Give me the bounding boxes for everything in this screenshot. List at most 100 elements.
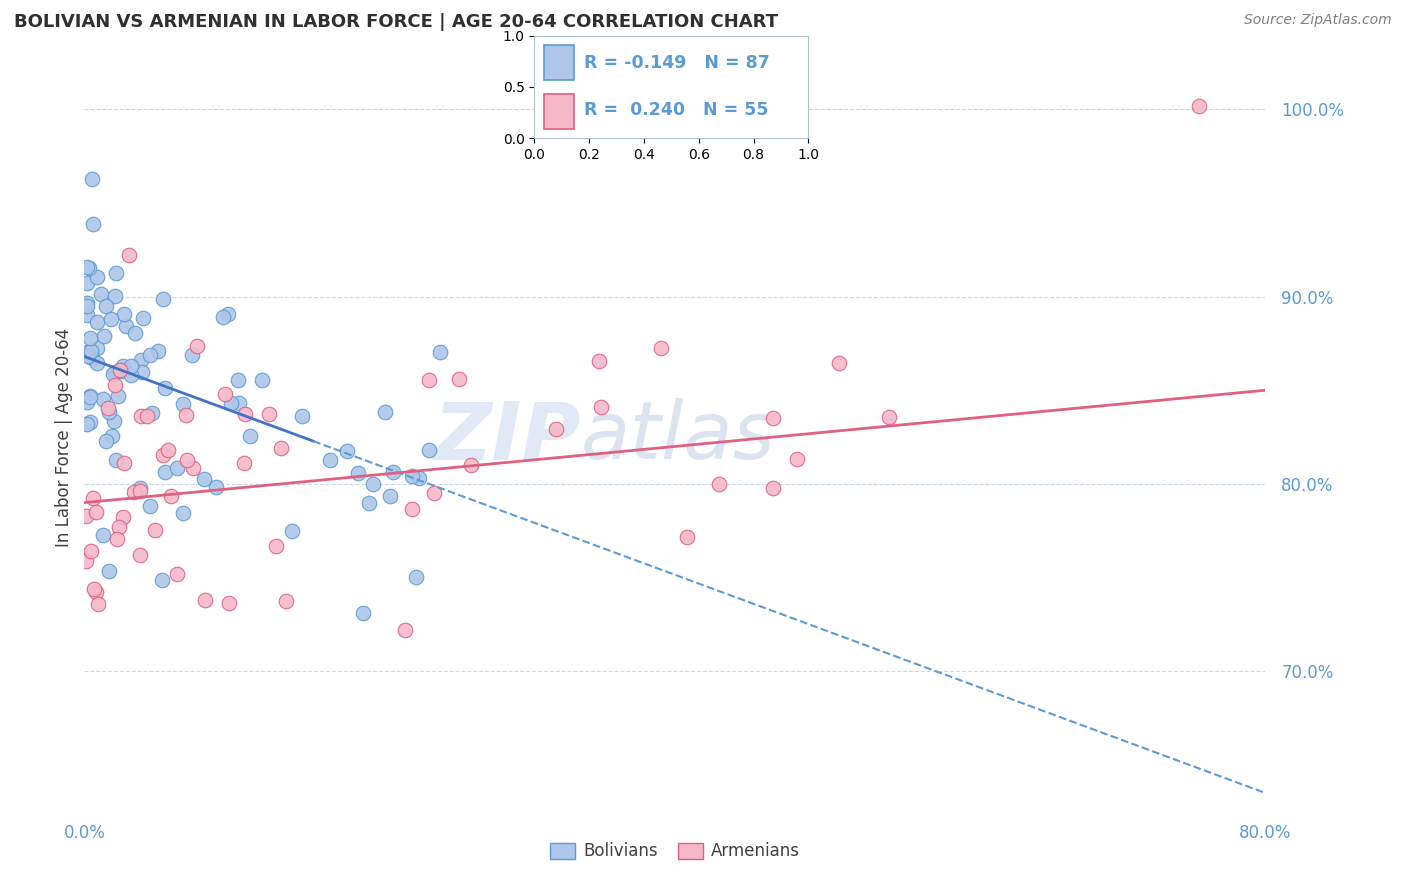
Point	[762, 411, 785, 425]
Point	[100, 311, 122, 326]
Point	[128, 548, 150, 562]
Point	[239, 429, 262, 443]
Point	[129, 409, 152, 423]
Point	[76, 417, 98, 431]
Point	[650, 341, 672, 355]
Point	[877, 410, 900, 425]
Point	[111, 364, 134, 378]
Point	[104, 289, 127, 303]
Point	[112, 456, 135, 470]
Point	[318, 452, 340, 467]
Point	[91, 528, 114, 542]
Point	[394, 623, 416, 637]
Point	[401, 501, 423, 516]
Point	[336, 444, 359, 458]
Point	[104, 365, 127, 379]
Point	[374, 405, 396, 419]
Point	[193, 472, 215, 486]
Point	[447, 371, 470, 385]
Point	[103, 367, 125, 381]
Point	[828, 356, 851, 370]
Point	[82, 491, 104, 506]
Point	[709, 477, 731, 491]
Point	[359, 496, 381, 510]
Point	[194, 593, 217, 607]
Point	[181, 461, 204, 475]
Point	[82, 351, 104, 365]
Point	[264, 539, 287, 553]
Point	[97, 565, 120, 579]
Point	[86, 269, 108, 284]
Point	[76, 299, 98, 313]
Point	[118, 248, 141, 262]
Point	[84, 585, 107, 599]
Point	[217, 307, 239, 321]
Text: R =  0.240   N = 55: R = 0.240 N = 55	[583, 101, 768, 119]
Point	[112, 359, 135, 373]
Point	[418, 443, 440, 458]
Point	[91, 392, 114, 406]
Point	[676, 531, 699, 545]
Point	[94, 299, 117, 313]
Point	[233, 408, 256, 422]
Point	[97, 401, 120, 416]
Point	[1188, 98, 1211, 112]
Point	[124, 485, 146, 500]
Point	[153, 381, 176, 395]
FancyBboxPatch shape	[544, 45, 574, 80]
Point	[346, 466, 368, 480]
Point	[107, 389, 129, 403]
Point	[83, 582, 105, 597]
Point	[80, 544, 103, 558]
Point	[214, 387, 236, 401]
Point	[762, 481, 785, 495]
Point	[166, 460, 188, 475]
Point	[90, 286, 112, 301]
Point	[75, 554, 97, 568]
Point	[80, 171, 103, 186]
Point	[79, 331, 101, 345]
Point	[132, 310, 155, 325]
Point	[252, 373, 274, 387]
Point	[101, 429, 124, 443]
Point	[429, 345, 451, 359]
Point	[105, 452, 128, 467]
Point	[110, 363, 132, 377]
Point	[589, 401, 612, 415]
Point	[136, 409, 159, 424]
Point	[228, 395, 250, 409]
Text: atlas: atlas	[581, 398, 775, 476]
Point	[152, 448, 174, 462]
Point	[129, 484, 152, 499]
Point	[172, 506, 194, 520]
Point	[112, 307, 135, 321]
Point	[107, 520, 129, 534]
Point	[180, 348, 202, 362]
Point	[120, 359, 142, 373]
Point	[157, 443, 180, 458]
Point	[382, 465, 405, 479]
Point	[128, 482, 150, 496]
Point	[104, 378, 127, 392]
Text: R = -0.149   N = 87: R = -0.149 N = 87	[583, 54, 769, 72]
Point	[219, 395, 242, 409]
Point	[186, 339, 208, 353]
Point	[94, 434, 117, 448]
Point	[76, 349, 98, 363]
Point	[131, 365, 153, 379]
Point	[233, 457, 256, 471]
Point	[276, 594, 298, 608]
Point	[166, 567, 188, 582]
Point	[160, 489, 183, 503]
Point	[152, 293, 174, 307]
Point	[257, 407, 280, 421]
Point	[103, 415, 125, 429]
Point	[401, 469, 423, 483]
Point	[87, 597, 110, 611]
Text: ZIP: ZIP	[433, 398, 581, 476]
Point	[76, 345, 98, 359]
Point	[786, 451, 808, 466]
Point	[405, 570, 427, 584]
Point	[212, 310, 235, 324]
Point	[105, 532, 128, 546]
